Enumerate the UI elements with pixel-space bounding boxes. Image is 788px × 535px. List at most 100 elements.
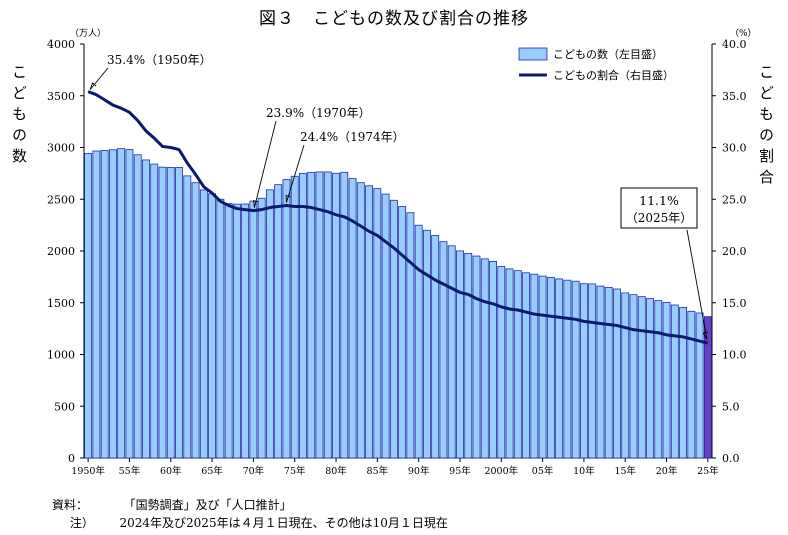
annotation-2025-box (620, 187, 698, 229)
bar-1960 (166, 167, 175, 459)
bar-1962 (183, 175, 192, 459)
bar-1955 (125, 149, 134, 459)
bar-2016 (629, 294, 638, 459)
bar-1992 (431, 235, 440, 459)
bar-1985 (373, 188, 382, 459)
annotation-1950: 35.4%（1950年） (107, 53, 212, 67)
right-axis-unit: （%） (730, 29, 757, 39)
x-tick-label: 75年 (284, 465, 306, 477)
y-left-tick-label: 500 (54, 400, 75, 413)
bar-2011 (588, 283, 597, 459)
legend-label-count: こどもの数（左目盛） (553, 47, 663, 61)
x-tick-label: 95年 (449, 465, 471, 477)
bar-1951 (92, 150, 101, 459)
y-right-tick-label: 15.0 (722, 297, 747, 310)
annotation-1970: 23.9%（1970年） (266, 106, 371, 120)
y-right-tick-label: 10.0 (722, 349, 747, 362)
bar-2009 (571, 280, 580, 459)
bar-1975 (290, 175, 299, 459)
y-right-tick-label: 0.0 (722, 452, 740, 465)
bar-1981 (340, 171, 349, 459)
bar-2024 (695, 312, 704, 459)
annotation-1950-arrow (89, 67, 109, 90)
bar-1977 (307, 171, 316, 459)
x-tick-label: 85年 (367, 465, 389, 477)
chart-title: 図３ こどもの数及び割合の推移 (259, 9, 529, 29)
bar-1998 (480, 258, 489, 459)
annotation-2025-arrow-head (702, 331, 709, 340)
annotation-2025-arrow (686, 229, 708, 340)
bar-1979 (323, 171, 332, 459)
bar-2020 (662, 302, 671, 459)
annotation-1950-arrow-head (89, 82, 97, 90)
bar-1969 (241, 203, 250, 459)
bar-2022 (679, 307, 688, 459)
bar-1980 (332, 172, 340, 459)
bar-1959 (158, 166, 167, 459)
y-left-tick-label: 2500 (47, 193, 75, 206)
bar-1993 (439, 241, 448, 459)
source-text: 「国勢調査」及び「人口推計」 (123, 498, 292, 512)
bars-layer (84, 148, 712, 459)
bar-1988 (398, 206, 407, 459)
footnote-label: 注） (69, 516, 94, 530)
bar-1956 (133, 154, 142, 459)
y-left-tick-label: 3500 (47, 90, 75, 103)
bar-1996 (464, 253, 473, 459)
footnote-text: 2024年及び2025年は４月１日現在、その他は10月１日現在 (119, 516, 448, 530)
bar-1995 (456, 250, 464, 459)
annotation-1970-arrow (253, 120, 277, 208)
bar-1953 (108, 149, 117, 459)
x-tick-label: 65年 (201, 465, 223, 477)
bar-1957 (142, 159, 150, 459)
bar-2023 (687, 310, 696, 459)
y-right-tick-label: 35.0 (722, 90, 747, 103)
x-tick-label: 05年 (532, 465, 554, 477)
y-left-tick-label: 3000 (47, 142, 75, 155)
bar-1973 (274, 184, 283, 459)
annotation-1974-arrow-head (285, 194, 291, 203)
bar-1982 (348, 178, 357, 459)
bar-1967 (224, 203, 233, 459)
legend-swatch-count (518, 47, 548, 61)
bar-1983 (356, 182, 365, 459)
bar-2025 (703, 316, 712, 459)
bar-1961 (175, 167, 183, 459)
bar-2017 (637, 296, 646, 459)
left-axis-unit: （万人） (70, 29, 107, 39)
y-right-tick-label: 30.0 (722, 142, 747, 155)
footnote: 注） 2024年及び2025年は４月１日現在、その他は10月１日現在 (52, 514, 448, 532)
x-tick-label: 2000年 (484, 465, 518, 477)
bar-2008 (563, 279, 572, 459)
bar-1966 (216, 198, 225, 459)
bar-2010 (579, 283, 588, 459)
y-left-tick-label: 0 (68, 452, 75, 465)
chart-canvas: 0 500 1000 1500 2000 2500 3000 3500 4000 0.0 5.0 10… (47, 38, 747, 477)
bar-1968 (232, 203, 241, 459)
bar-2019 (654, 300, 663, 459)
source-label: 資料： (52, 498, 89, 512)
bar-1954 (117, 148, 126, 459)
x-tick-label: 1950年 (71, 465, 105, 477)
notes: 資料： 「国勢調査」及び「人口推計」 注） 2024年及び2025年は４月１日現… (52, 496, 448, 532)
y-left-tick-label: 1000 (47, 349, 75, 362)
bar-1958 (150, 163, 159, 459)
x-tick-label: 25年 (697, 465, 719, 477)
bar-2003 (522, 272, 531, 459)
bar-2007 (555, 278, 564, 459)
x-tick-label: 10年 (573, 465, 595, 477)
bar-2021 (670, 304, 679, 459)
bar-1952 (100, 150, 109, 459)
bar-2018 (646, 298, 654, 459)
legend: こどもの数（左目盛） こどもの割合（右目盛） (518, 47, 674, 82)
bar-2004 (530, 273, 539, 459)
bar-1990 (414, 224, 423, 459)
ratio-line (87, 90, 709, 345)
x-tick-label: 90年 (408, 465, 430, 477)
line-layer (87, 90, 709, 345)
axes-layer: 0 500 1000 1500 2000 2500 3000 3500 4000 0.0 5.0 10… (47, 38, 747, 477)
bar-1963 (191, 182, 200, 459)
y-left-tick-label: 2000 (47, 245, 75, 258)
x-tick-label: 80年 (325, 465, 347, 477)
right-axis-label: こどもの割合 (757, 64, 775, 190)
